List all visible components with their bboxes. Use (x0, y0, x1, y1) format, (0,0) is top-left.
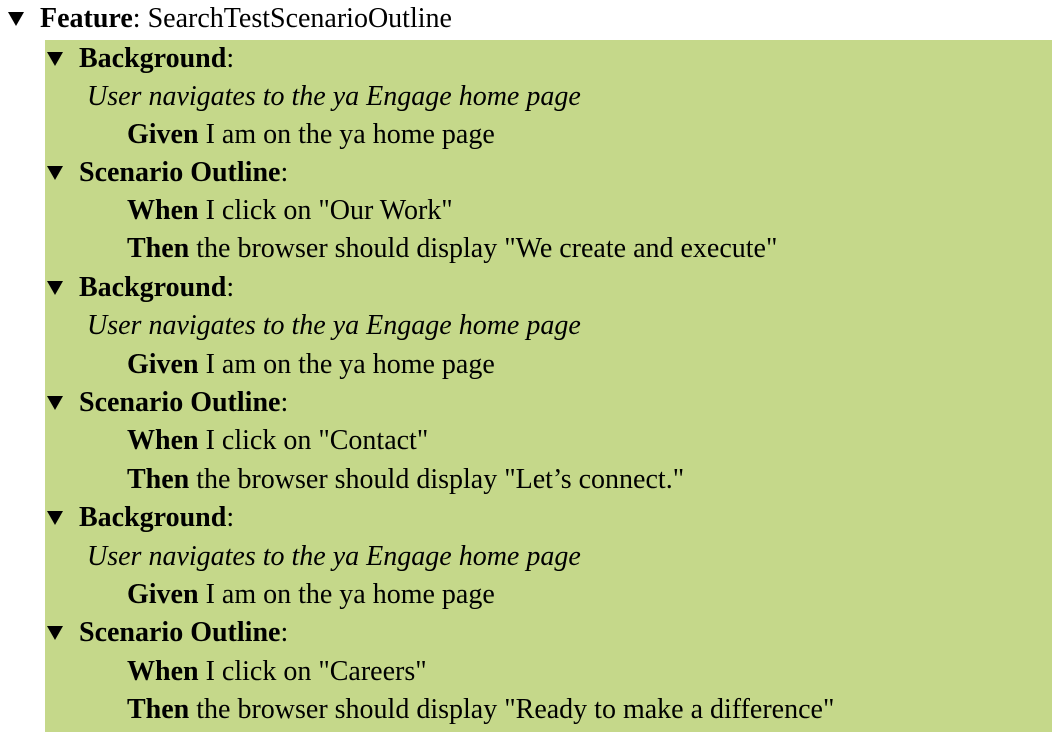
scenario-keyword: Scenario Outline (79, 387, 281, 418)
background-collapse-toggle-icon[interactable] (47, 281, 63, 295)
feature-separator: : (132, 3, 141, 34)
step-keyword: When (127, 656, 199, 687)
scenario-outline-header: Scenario Outline: (45, 384, 288, 422)
scenario-keyword: Scenario Outline (79, 157, 281, 188)
background-description: User navigates to the ya Engage home pag… (87, 541, 581, 572)
step-keyword: When (127, 195, 199, 226)
scenario-collapse-toggle-icon[interactable] (47, 166, 63, 180)
scenario-outline-header: Scenario Outline: (45, 154, 288, 192)
step-text: I am on the ya home page (205, 349, 495, 380)
step-text: the browser should display "Let’s connec… (196, 464, 685, 495)
background-description: User navigates to the ya Engage home pag… (87, 81, 581, 112)
step-then: Then the browser should display "Ready t… (127, 691, 834, 729)
background-separator: : (226, 43, 235, 74)
background-header: Background: (45, 269, 234, 307)
step-keyword: Then (127, 233, 190, 264)
step-when: When I click on "Our Work" (127, 192, 453, 230)
scenario-keyword: Scenario Outline (79, 617, 281, 648)
step-keyword: Then (127, 464, 190, 495)
step-keyword: When (127, 425, 199, 456)
step-keyword: Given (127, 119, 199, 150)
background-keyword: Background (79, 272, 227, 303)
step-given: Given I am on the ya home page (127, 346, 495, 384)
feature-name: SearchTestScenarioOutline (147, 3, 452, 34)
scenario-outline-header: Scenario Outline: (45, 614, 288, 652)
feature-body-panel: Background: User navigates to the ya Eng… (45, 40, 1052, 732)
step-when: When I click on "Careers" (127, 653, 427, 691)
step-text: I click on "Our Work" (205, 195, 453, 226)
step-when: When I click on "Contact" (127, 422, 428, 460)
step-keyword: Given (127, 349, 199, 380)
step-text: I am on the ya home page (205, 119, 495, 150)
feature-header: Feature: SearchTestScenarioOutline (0, 0, 452, 38)
scenario-separator: : (280, 157, 289, 188)
step-given: Given I am on the ya home page (127, 116, 495, 154)
background-separator: : (226, 272, 235, 303)
step-then: Then the browser should display "We crea… (127, 230, 777, 268)
step-text: the browser should display "Ready to mak… (196, 694, 835, 725)
background-header: Background: (45, 499, 234, 537)
feature-collapse-toggle-icon[interactable] (8, 12, 24, 26)
scenario-separator: : (280, 387, 289, 418)
step-given: Given I am on the ya home page (127, 576, 495, 614)
background-description: User navigates to the ya Engage home pag… (87, 310, 581, 341)
scenario-collapse-toggle-icon[interactable] (47, 396, 63, 410)
step-text: I am on the ya home page (205, 579, 495, 610)
feature-keyword: Feature (40, 3, 133, 34)
scenario-separator: : (280, 617, 289, 648)
step-keyword: Given (127, 579, 199, 610)
background-keyword: Background (79, 43, 227, 74)
step-text: I click on "Contact" (205, 425, 429, 456)
scenario-collapse-toggle-icon[interactable] (47, 626, 63, 640)
step-keyword: Then (127, 694, 190, 725)
step-text: I click on "Careers" (205, 656, 427, 687)
background-keyword: Background (79, 502, 227, 533)
background-separator: : (226, 502, 235, 533)
step-text: the browser should display "We create an… (196, 233, 778, 264)
background-collapse-toggle-icon[interactable] (47, 52, 63, 66)
step-then: Then the browser should display "Let’s c… (127, 461, 684, 499)
background-header: Background: (45, 40, 234, 78)
background-collapse-toggle-icon[interactable] (47, 511, 63, 525)
